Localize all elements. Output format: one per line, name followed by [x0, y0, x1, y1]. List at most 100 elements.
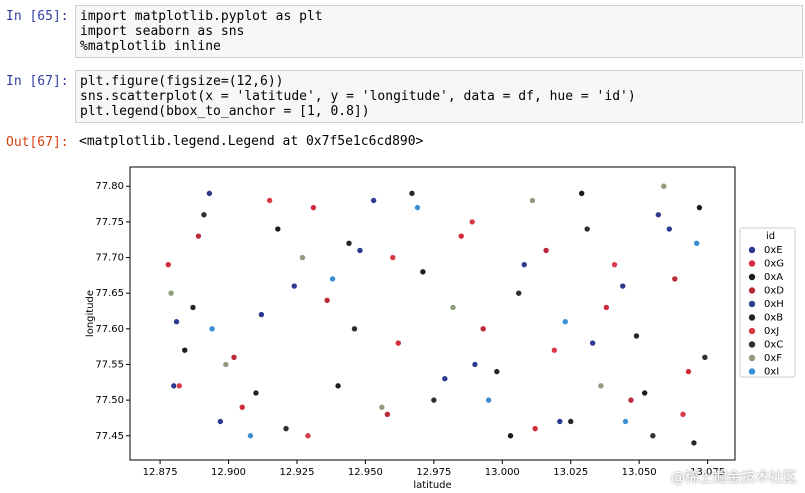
x-tick-label: 13.050 — [622, 467, 657, 478]
point — [173, 318, 180, 325]
legend-swatch — [748, 286, 756, 295]
legend-label: 0xJ — [764, 326, 779, 337]
y-tick-label: 77.70 — [95, 253, 124, 264]
point — [394, 339, 402, 347]
point — [597, 382, 605, 390]
point — [238, 403, 246, 411]
y-tick-label: 77.65 — [95, 288, 124, 299]
y-tick-label: 77.80 — [95, 181, 124, 192]
point — [345, 239, 353, 247]
legend-swatch — [748, 340, 756, 349]
output: <matplotlib.legend.Legend at 0x7f5e1c6cd… — [75, 131, 801, 152]
legend-label: 0xA — [764, 272, 783, 283]
point — [419, 268, 427, 276]
point — [583, 225, 591, 233]
point — [384, 411, 391, 418]
point — [556, 418, 564, 425]
legend-label: 0xD — [764, 286, 784, 297]
legend-swatch — [748, 300, 756, 308]
point — [649, 432, 657, 440]
y-axis-label: longitude — [85, 290, 96, 337]
legend-title: id — [766, 231, 775, 242]
point — [252, 389, 260, 397]
legend-label: 0xF — [764, 353, 782, 364]
y-tick-label: 77.75 — [95, 217, 124, 228]
x-tick-label: 13.000 — [485, 467, 520, 478]
legend-label: 0xH — [764, 299, 784, 310]
point — [701, 354, 709, 361]
legend-swatch — [748, 313, 756, 322]
point — [449, 304, 457, 311]
point — [175, 382, 183, 390]
code-line: import seaborn as sns — [80, 24, 245, 39]
x-tick-label: 12.925 — [279, 467, 314, 478]
point — [561, 318, 569, 325]
point — [323, 297, 331, 304]
point — [655, 211, 662, 219]
chart: 12.875 12.900 12.925 12.950 12.975 13.000 13.0… — [85, 166, 796, 491]
legend-swatch — [748, 354, 756, 362]
point — [660, 182, 668, 190]
point — [507, 432, 514, 440]
point — [230, 354, 238, 361]
point — [627, 396, 635, 404]
y-tick-label: 77.55 — [95, 359, 124, 370]
point — [414, 204, 421, 211]
point — [457, 232, 465, 240]
legend-swatch — [748, 246, 756, 254]
point — [690, 439, 698, 447]
point — [471, 361, 479, 368]
point — [468, 218, 476, 226]
point — [641, 389, 648, 397]
point — [671, 275, 679, 283]
y-tick-label: 77.60 — [95, 324, 124, 335]
point — [633, 332, 640, 340]
point — [274, 225, 282, 233]
point — [696, 204, 703, 211]
legend: id 0xE 0xG 0xA 0xD 0xH 0xB 0xJ 0xC 0xF 0xI — [739, 227, 796, 378]
point — [485, 396, 492, 404]
point — [189, 304, 197, 311]
point — [520, 261, 528, 268]
point — [310, 204, 317, 211]
point — [578, 190, 585, 197]
x-tick-label: 12.875 — [143, 467, 178, 478]
legend-label: 0xG — [764, 259, 784, 270]
x-tick-label: 13.075 — [690, 467, 725, 478]
point — [195, 232, 202, 240]
point — [200, 211, 208, 219]
watermark: @稀土掘金技术社区 — [671, 470, 797, 486]
point — [258, 311, 265, 318]
point — [167, 289, 175, 297]
legend-label: 0xE — [764, 245, 783, 256]
point — [441, 375, 449, 383]
point — [589, 339, 596, 347]
point — [679, 411, 687, 418]
point — [165, 261, 172, 268]
code-input: plt.figure(figsize=(12,6)) sns.scatterplo… — [75, 70, 803, 123]
point — [408, 190, 416, 197]
point — [181, 346, 189, 354]
point — [217, 418, 224, 425]
legend-label: 0xC — [764, 340, 783, 351]
prompt: In [65]: — [6, 9, 69, 24]
point — [622, 418, 629, 425]
point — [170, 382, 178, 390]
x-tick-label: 12.900 — [211, 467, 246, 478]
point — [282, 425, 290, 432]
code-line: <matplotlib.legend.Legend at 0x7f5e1c6cd… — [79, 134, 424, 149]
point — [515, 289, 523, 297]
prompt: In [67]: — [6, 74, 69, 89]
point — [551, 346, 558, 354]
point — [603, 304, 610, 311]
x-tick-label: 12.975 — [416, 467, 451, 478]
point — [266, 197, 273, 204]
point — [567, 418, 575, 425]
y-tick-label: 77.45 — [95, 431, 124, 442]
point — [222, 361, 230, 368]
code-line: plt.legend(bbox_to_anchor = [1, 0.8]) — [80, 104, 370, 119]
point — [611, 261, 618, 268]
x-tick-label: 13.025 — [553, 467, 588, 478]
code-input: import matplotlib.pyplot as plt import se… — [75, 5, 803, 58]
